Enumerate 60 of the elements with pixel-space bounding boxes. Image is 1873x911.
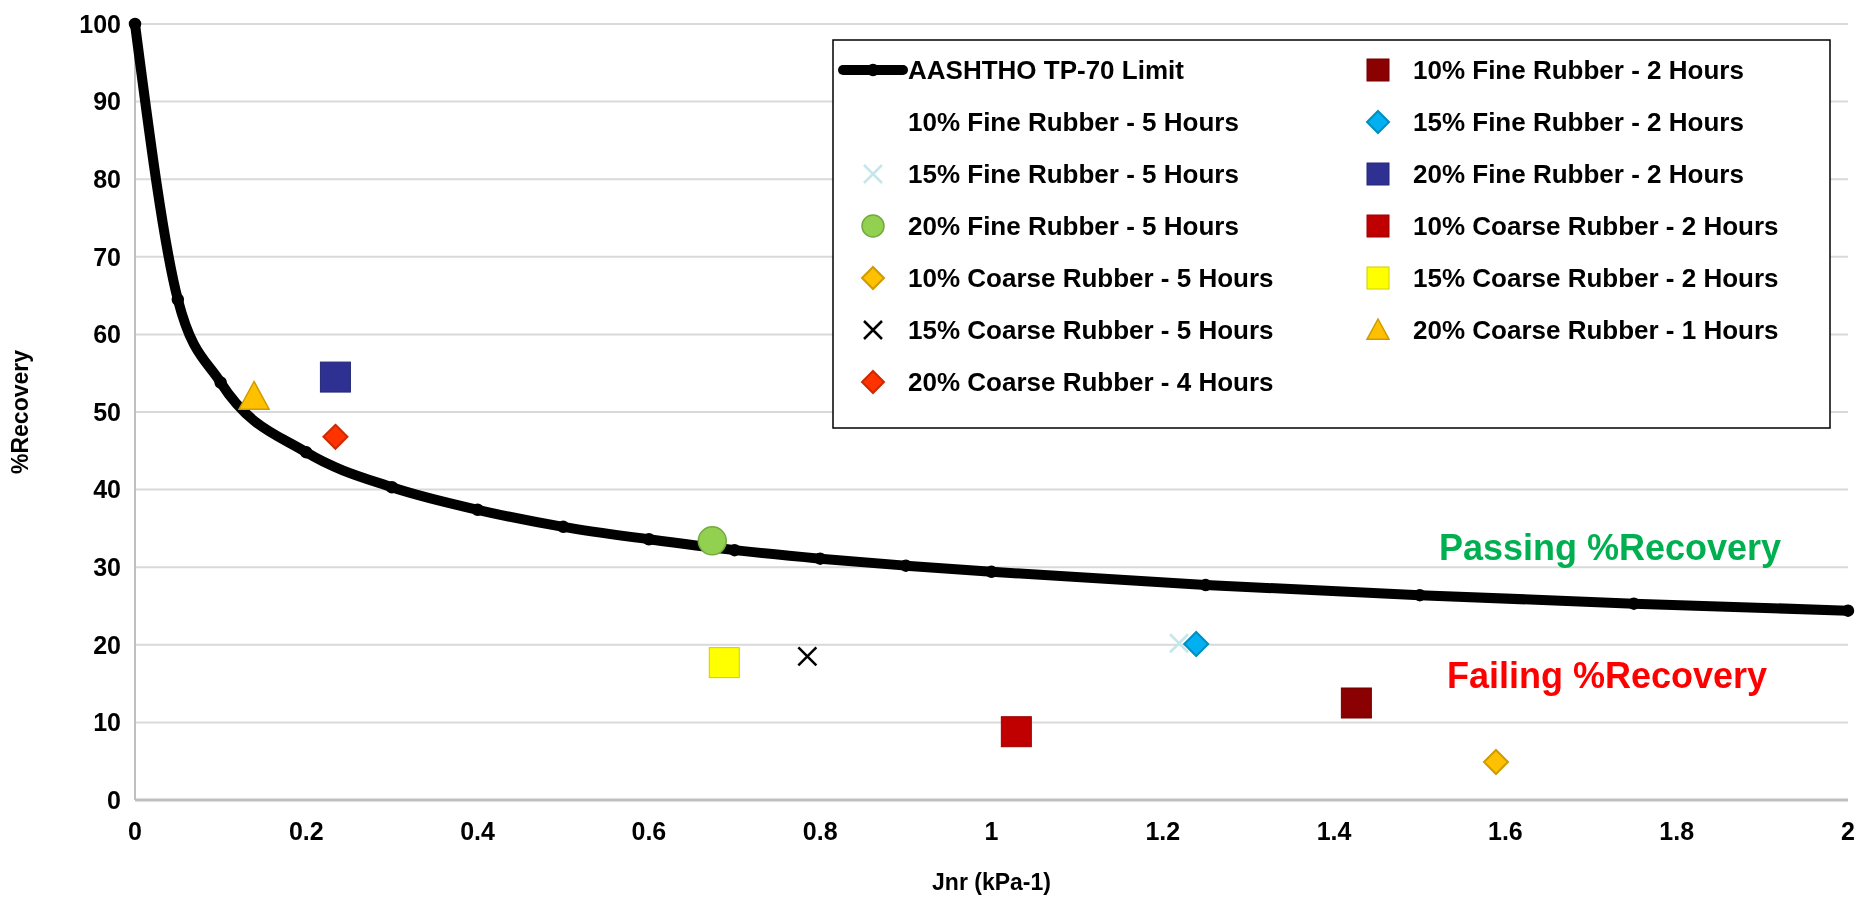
y-tick-label: 60	[93, 320, 121, 349]
y-tick-label: 80	[93, 164, 121, 193]
point	[1000, 716, 1032, 748]
x-tick-label: 0	[128, 817, 142, 845]
x-tick-label: 1.8	[1659, 817, 1695, 845]
x-tick-label: 1	[984, 817, 999, 845]
point	[697, 526, 728, 556]
point	[557, 520, 570, 534]
x-tick-label: 0.2	[288, 817, 324, 845]
text: 10% Fine Rubber - 5 Hours	[908, 107, 1239, 138]
legend-label: AASHTHO TP-70 Limit	[908, 55, 1185, 86]
point	[708, 647, 740, 679]
point	[642, 533, 656, 546]
annotation: Failing %Recovery	[1446, 655, 1768, 696]
legend-label: 10% Fine Rubber - 2 Hours	[1413, 55, 1744, 86]
legend-label: 15% Coarse Rubber - 5 Hours	[908, 315, 1274, 346]
y-tick-label: 0	[107, 785, 121, 814]
point	[1482, 748, 1509, 775]
x-tick-label: 1.6	[1488, 817, 1523, 845]
legend-label: 20% Coarse Rubber - 4 Hours	[908, 367, 1274, 398]
x-tick-label: 0.4	[460, 817, 496, 845]
y-axis-title: %Recovery	[7, 349, 33, 475]
point	[1340, 687, 1372, 719]
y-tick-label: 50	[93, 397, 121, 426]
x-axis-title: Jnr (kPa-1)	[932, 869, 1051, 895]
point	[728, 543, 741, 557]
y-tick-label: 30	[93, 552, 121, 581]
legend-label: 10% Coarse Rubber - 5 Hours	[908, 263, 1274, 294]
y-tick-label: 70	[93, 242, 121, 271]
x-tick-label: 2	[1841, 817, 1855, 845]
point	[322, 423, 349, 450]
legend-label: 10% Coarse Rubber - 2 Hours	[1413, 211, 1779, 242]
point	[319, 361, 351, 393]
x-tick-label: 0.8	[802, 817, 838, 845]
point	[238, 380, 270, 410]
x-tick-label: 0.6	[631, 817, 667, 845]
point	[128, 17, 142, 31]
legend-label: 20% Coarse Rubber - 1 Hours	[1413, 315, 1779, 346]
annotation: Passing %Recovery	[1438, 527, 1782, 568]
point	[471, 503, 484, 517]
point	[214, 376, 227, 389]
legend-label: 15% Coarse Rubber - 2 Hours	[1413, 263, 1779, 294]
point	[385, 481, 399, 494]
point	[1168, 633, 1190, 654]
legend-label: 15% Fine Rubber - 5 Hours	[908, 159, 1239, 190]
legend-label: 20% Fine Rubber - 2 Hours	[1413, 159, 1744, 190]
y-tick-label: 20	[93, 630, 121, 659]
y-tick-label: 100	[79, 9, 121, 38]
x-tick-label: 1.2	[1145, 817, 1181, 845]
legend-label: 20% Fine Rubber - 5 Hours	[908, 211, 1239, 242]
legend-label: 15% Fine Rubber - 2 Hours	[1413, 107, 1744, 138]
y-tick-label: 90	[93, 87, 121, 116]
point	[300, 446, 313, 459]
point	[797, 646, 818, 667]
point	[1183, 631, 1210, 658]
point	[1199, 578, 1212, 592]
point	[171, 293, 185, 306]
y-tick-label: 10	[93, 708, 121, 737]
x-tick-label: 1.4	[1316, 817, 1352, 845]
y-tick-label: 40	[93, 475, 121, 504]
